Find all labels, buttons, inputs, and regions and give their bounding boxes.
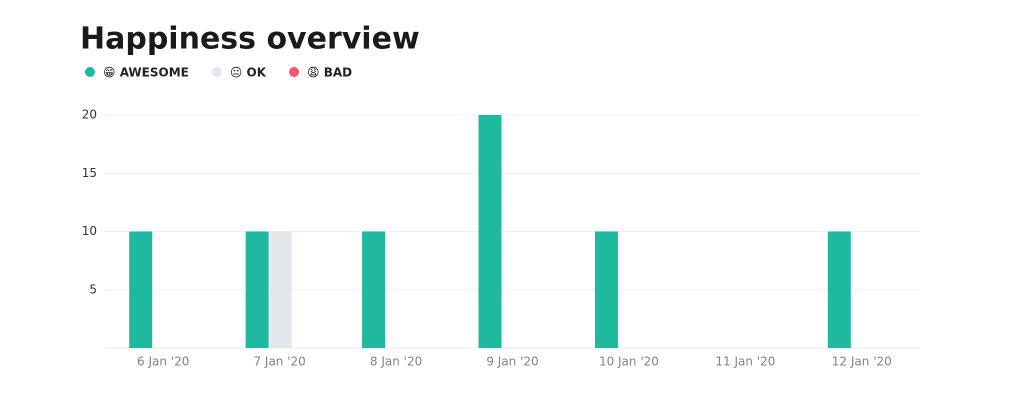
bar — [827, 231, 851, 348]
legend-label: 😐 OK — [230, 66, 267, 80]
bar — [245, 231, 269, 348]
legend-swatch — [289, 67, 300, 77]
bar — [129, 231, 153, 348]
bar — [478, 115, 502, 348]
legend-swatch — [211, 67, 222, 77]
y-tick-label: 10 — [82, 224, 97, 238]
x-tick-label: 9 Jan '20 — [486, 355, 538, 369]
legend-swatch — [85, 67, 95, 77]
legend-label: 😩 BAD — [307, 66, 352, 80]
chart-title: Happiness overview — [80, 22, 420, 57]
x-tick-label: 10 Jan '20 — [599, 355, 659, 369]
x-tick-label: 12 Jan '20 — [832, 355, 892, 369]
y-tick-label: 15 — [82, 166, 97, 180]
x-tick-label: 11 Jan '20 — [715, 355, 775, 369]
y-tick-label: 20 — [82, 108, 97, 122]
legend-label: 😁 AWESOME — [103, 66, 189, 80]
y-tick-label: 5 — [89, 282, 97, 296]
bar — [362, 231, 386, 348]
x-tick-label: 7 Jan '20 — [253, 355, 305, 369]
x-tick-label: 8 Jan '20 — [370, 355, 422, 369]
bar — [594, 231, 618, 348]
bar — [268, 231, 292, 348]
x-tick-label: 6 Jan '20 — [137, 355, 189, 369]
